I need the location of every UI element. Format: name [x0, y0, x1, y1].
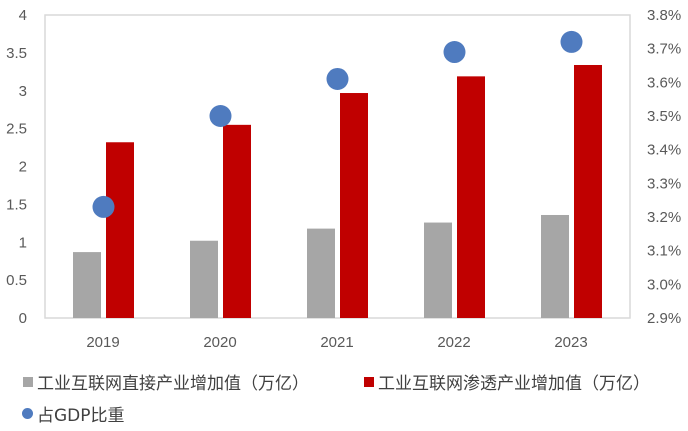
legend-swatch-gray: [23, 376, 33, 387]
bar-2021-penetration: [340, 93, 368, 319]
gdp-share-marker-2021: [326, 67, 349, 90]
left-axis-tick-label: 0.5: [6, 272, 27, 289]
right-axis-tick-label: 3.6%: [647, 74, 681, 91]
right-axis-ticks: 2.9% 3.0% 3.1% 3.2% 3.3% 3.4% 3.5% 3.6% 3.7% 3.8%: [647, 7, 681, 327]
right-axis-tick-label: 3.0%: [647, 276, 681, 293]
gdp-share-marker-2020: [209, 105, 232, 127]
gdp-share-marker-2023: [560, 30, 583, 53]
bar-2022-penetration: [457, 76, 485, 318]
x-axis-tick-label: 2019: [86, 334, 119, 351]
x-axis-tick-label: 2023: [554, 334, 587, 351]
chart-plot: 0 0.5 1 1.5 2 2.5 3 3.5 4 2.9% 3.0% 3.1% 3.2% 3.3% 3.…: [6, 7, 681, 351]
bar-series: [73, 64, 602, 319]
bar-2023-direct: [541, 214, 569, 318]
left-axis-tick-label: 2.5: [6, 121, 27, 138]
x-axis-tick-label: 2021: [320, 334, 353, 351]
plot-area-border: [44, 14, 631, 319]
x-axis-ticks: 2019 2020 2021 2022 2023: [86, 334, 587, 351]
right-axis-tick-label: 3.8%: [647, 7, 681, 24]
bar-2020-penetration: [223, 124, 251, 319]
legend-item-gdp-share: 占GDP比重: [22, 401, 125, 426]
right-axis-tick-label: 3.4%: [647, 142, 681, 159]
bar-2022-direct: [424, 222, 452, 318]
left-axis-tick-label: 0: [19, 310, 27, 327]
legend-swatch-blue-circle: [22, 408, 33, 419]
left-axis-ticks: 0 0.5 1 1.5 2 2.5 3 3.5 4: [6, 7, 27, 327]
right-axis-tick-label: 3.2%: [647, 209, 681, 226]
x-axis-tick-label: 2022: [437, 334, 470, 351]
left-axis-tick-label: 4: [19, 7, 27, 24]
bar-2021-direct: [307, 228, 335, 318]
left-axis-tick-label: 3: [19, 83, 27, 100]
gdp-share-marker-2022: [443, 41, 466, 64]
bar-2020-direct: [190, 240, 218, 318]
legend-label: 工业互联网渗透产业增加值（万亿）: [378, 374, 650, 394]
right-axis-tick-label: 3.5%: [647, 108, 681, 125]
x-axis-tick-label: 2020: [203, 334, 236, 351]
legend-label: 工业互联网直接产业增加值（万亿）: [37, 374, 309, 394]
left-axis-tick-label: 3.5: [6, 45, 27, 62]
scatter-series: [92, 30, 583, 218]
left-axis-tick-label: 1.5: [6, 196, 27, 213]
gdp-share-marker-2019: [92, 195, 115, 218]
legend-item-direct: 工业互联网直接产业增加值（万亿）: [23, 369, 309, 394]
right-axis-tick-label: 3.3%: [647, 175, 681, 192]
legend-swatch-red: [364, 376, 374, 387]
right-axis-tick-label: 3.1%: [647, 243, 681, 260]
bar-2019-penetration: [106, 142, 134, 318]
right-axis-tick-label: 3.7%: [647, 41, 681, 58]
left-axis-tick-label: 1: [19, 234, 27, 251]
legend-item-penetration: 工业互联网渗透产业增加值（万亿）: [364, 369, 650, 394]
right-axis-tick-label: 2.9%: [647, 310, 681, 327]
left-axis-tick-label: 2: [19, 159, 27, 176]
bar-2023-penetration: [574, 64, 602, 319]
bar-2019-direct: [73, 252, 101, 318]
legend-label: 占GDP比重: [37, 406, 125, 426]
